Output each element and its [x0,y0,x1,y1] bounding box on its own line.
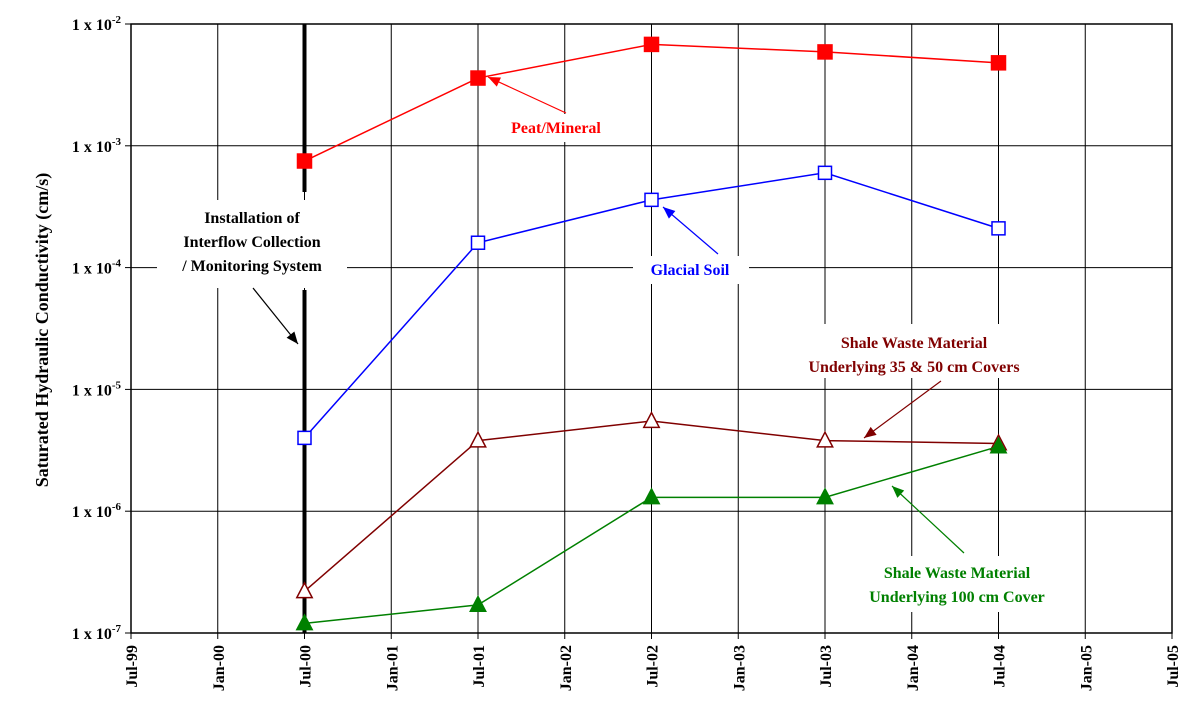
annotation-arrowhead [286,331,298,344]
data-point [989,436,1008,454]
data-point [816,430,834,448]
annotation-peat: Peat/Mineral [511,120,601,137]
data-point [817,165,833,181]
x-tick-label: Jul-99 [124,645,141,688]
y-tick-label: 1 x 10-6 [72,501,122,521]
data-point [817,44,833,60]
x-tick-label: Jan-04 [905,645,922,691]
y-tick-label: 1 x 10-7 [72,623,122,643]
y-tick-label: 1 x 10-4 [72,258,122,278]
annotation-installation: Installation of Interflow Collection / Mon… [181,210,322,275]
data-point [991,221,1006,236]
data-point [469,430,487,448]
data-point [816,487,834,505]
x-tick-label: Jan-00 [211,645,228,691]
x-tick-label: Jul-03 [818,645,835,688]
annotation-arrowhead [663,207,676,219]
annotation-shale35: Shale Waste Material Underlying 35 & 50 c… [808,335,1019,376]
data-point [469,594,487,612]
series-lines [295,36,1008,631]
annotation-arrow [662,206,719,255]
x-tick-label: Jul-04 [992,645,1009,688]
x-tick-label: Jul-05 [1165,645,1182,688]
y-axis-label: Saturated Hydraulic Conductivity (cm/s) [32,173,53,488]
annotation-arrowhead [892,486,905,498]
x-tick-label: Jul-00 [298,645,315,688]
y-tick-label: 1 x 10-2 [72,14,122,34]
annotation-box-shale35 [774,324,1046,378]
data-point [470,235,486,250]
x-tick-label: Jan-03 [731,645,748,691]
annotation-arrowhead [488,77,501,87]
axes: Jul-99 Jan-00 Jul-00 Jan-01 Jul-01 Jan-02 Jul-… [72,14,1182,691]
data-point [990,55,1007,71]
x-tick-label: Jan-01 [384,645,401,691]
annotation-shale100: Shale Waste Material Underlying 100 cm Co… [869,565,1045,606]
annotation-box-peat [493,114,618,142]
annotation-arrow [863,380,942,439]
annotation-arrow [487,76,567,114]
annotations: Installation of Interflow Collection / Mon… [157,76,1082,612]
x-tick-label: Jul-02 [645,645,662,688]
data-point [295,613,314,631]
data-point [296,153,313,169]
data-point [644,192,659,208]
data-point [297,430,312,446]
annotation-arrow [891,485,965,554]
annotation-box-glacial [633,256,749,284]
y-tick-label: 1 x 10-3 [72,136,122,156]
annotation-arrowhead [864,426,877,438]
data-point [295,581,314,599]
x-tick-label: Jan-02 [558,645,575,691]
data-point [642,411,661,429]
x-tick-label: Jul-01 [471,645,488,688]
annotation-box-installation [157,200,347,288]
annotation-glacial: Glacial Soil [651,262,730,279]
x-tick-label: Jan-05 [1078,645,1095,691]
annotation-box-shale100 [838,556,1082,612]
data-point [470,70,486,86]
y-tick-label: 1 x 10-5 [72,379,122,399]
data-point [643,36,660,53]
data-point [642,487,661,505]
plot-frame [130,23,1173,634]
